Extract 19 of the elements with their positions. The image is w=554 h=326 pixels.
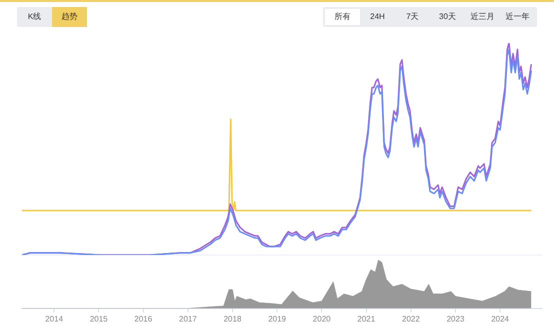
x-tick-label: 2015 [90,314,108,324]
x-tick-label: 2016 [134,314,153,324]
x-tick-label: 2019 [268,314,287,324]
text: 24H [369,11,386,23]
text: 近三月 [470,11,496,23]
text: K线 [26,11,42,23]
x-tick-label: 2021 [357,314,376,324]
x-tick-label: 2020 [312,314,332,324]
text: 所有 [325,9,360,25]
x-tick-label: 2024 [491,314,510,324]
x-tick-label: 2014 [45,314,64,324]
text: 7天 [405,11,420,23]
text: 近一年 [504,11,530,23]
text: 30天 [438,11,457,23]
text: 趋势 [52,7,87,27]
x-tick-label: 2023 [446,314,465,324]
x-tick-label: 2022 [402,314,420,324]
x-tick-label: 2018 [224,314,242,324]
x-tick-label: 2017 [179,314,198,324]
